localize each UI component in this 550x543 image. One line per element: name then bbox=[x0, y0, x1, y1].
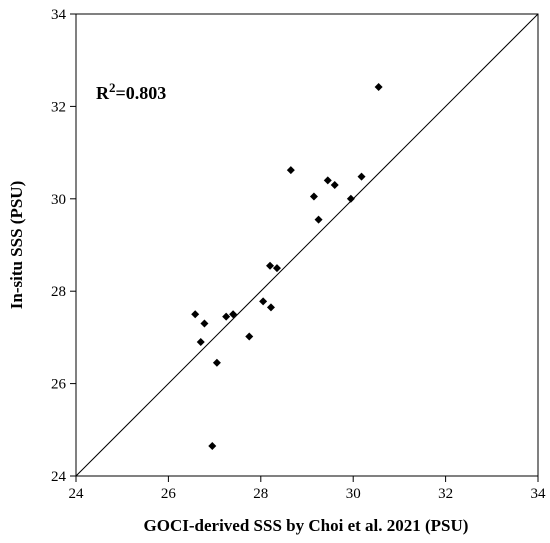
data-point bbox=[266, 303, 275, 312]
y-tick-label: 26 bbox=[51, 377, 67, 393]
y-tick-label: 32 bbox=[51, 99, 66, 115]
data-point bbox=[346, 194, 355, 203]
data-point bbox=[266, 261, 275, 270]
y-tick-label: 28 bbox=[51, 284, 66, 300]
data-point bbox=[323, 176, 332, 185]
data-point bbox=[374, 82, 383, 91]
x-tick-label: 34 bbox=[531, 486, 547, 502]
plot-border bbox=[75, 13, 539, 477]
data-point bbox=[212, 358, 221, 367]
y-tick-label: 30 bbox=[51, 192, 66, 208]
x-axis-title: GOCI-derived SSS by Choi et al. 2021 (PS… bbox=[144, 516, 469, 535]
y-tick-label: 34 bbox=[51, 7, 67, 23]
data-point bbox=[229, 310, 238, 319]
y-axis-title: In-situ SSS (PSU) bbox=[7, 181, 26, 310]
data-point bbox=[196, 338, 205, 347]
data-point bbox=[208, 441, 217, 450]
data-point bbox=[222, 312, 231, 321]
y-axis: 24 26 28 30 32 34 bbox=[51, 7, 76, 485]
x-tick-label: 32 bbox=[438, 486, 453, 502]
x-tick-label: 28 bbox=[253, 486, 268, 502]
data-points bbox=[191, 82, 383, 450]
plot-area bbox=[75, 13, 539, 477]
data-point bbox=[245, 332, 254, 341]
x-tick-label: 26 bbox=[161, 486, 177, 502]
r-squared-annotation: R2=0.803 bbox=[96, 80, 166, 103]
r-squared-value: =0.803 bbox=[116, 83, 167, 103]
data-point bbox=[309, 192, 318, 201]
data-point bbox=[191, 310, 200, 319]
data-point bbox=[272, 264, 281, 273]
r-squared-base: R bbox=[96, 83, 110, 103]
y-tick-label: 24 bbox=[51, 469, 67, 485]
x-tick-label: 30 bbox=[346, 486, 361, 502]
data-point bbox=[200, 319, 209, 328]
data-point bbox=[259, 297, 268, 306]
x-tick-label: 24 bbox=[69, 486, 85, 502]
x-axis: 24 26 28 30 32 34 bbox=[69, 476, 547, 502]
data-point bbox=[357, 172, 366, 181]
data-point bbox=[330, 180, 339, 189]
data-point bbox=[314, 215, 323, 224]
r-squared-superscript: 2 bbox=[109, 80, 116, 95]
data-point bbox=[286, 166, 295, 175]
one-to-one-line bbox=[75, 13, 539, 477]
